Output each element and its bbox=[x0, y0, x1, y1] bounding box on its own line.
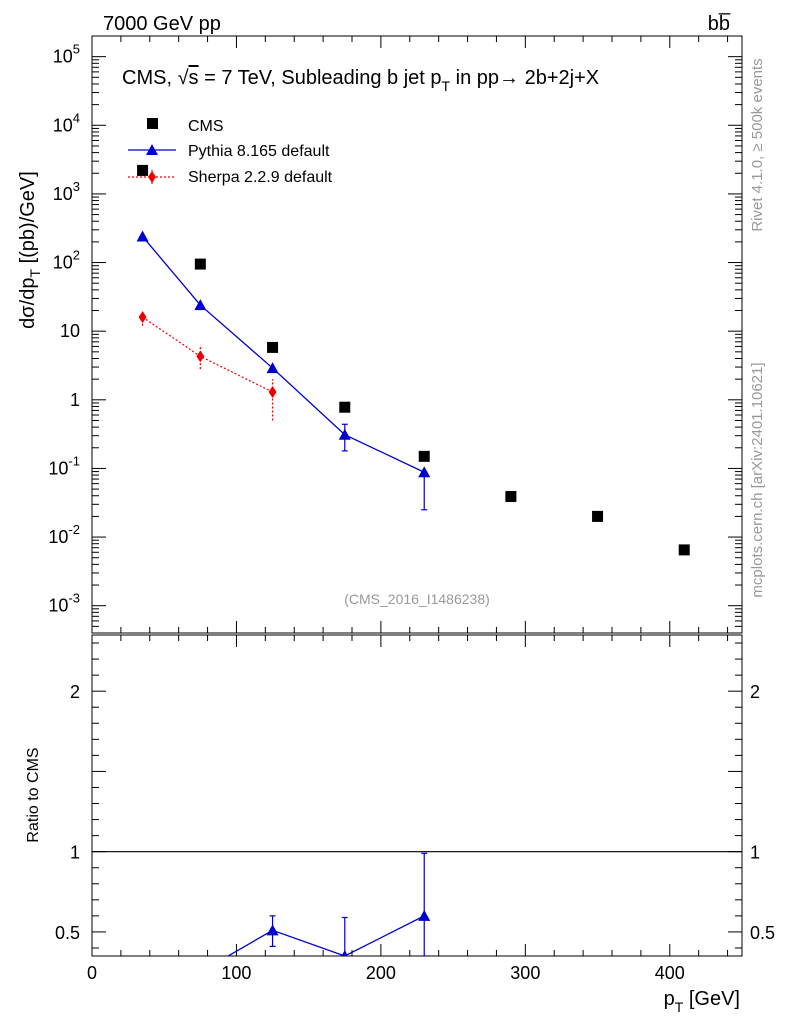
pythia-point bbox=[266, 362, 279, 374]
sherpa-point bbox=[196, 350, 205, 363]
ratio-panel-frame bbox=[91, 634, 743, 957]
legend-pythia-marker bbox=[146, 144, 158, 155]
legend-pythia-label: Pythia 8.165 default bbox=[188, 143, 330, 160]
header-right: bb̅ bbox=[708, 12, 731, 35]
x-tick-label: 0 bbox=[87, 963, 97, 983]
mcplots-label: mcplots.cern.ch [arXiv:2401.10621] bbox=[749, 362, 766, 597]
ratio-pythia-line bbox=[226, 915, 425, 956]
ratio-y-tick-label: 0.5 bbox=[55, 923, 80, 943]
y-tick-label: 104 bbox=[53, 110, 80, 135]
ratio-y-tick-label: 1 bbox=[70, 843, 80, 863]
ratio-data-layer bbox=[194, 852, 431, 977]
legend-cms-label: CMS bbox=[188, 118, 224, 135]
sherpa-line bbox=[142, 316, 273, 393]
ratio-pythia-point bbox=[341, 950, 349, 956]
cms-point bbox=[678, 544, 690, 556]
analysis-id: (CMS_2016_I1486238) bbox=[344, 591, 490, 607]
cms-point bbox=[267, 341, 279, 353]
y-tick-label: 1 bbox=[70, 390, 80, 410]
y-tick-label: 10-1 bbox=[48, 453, 80, 478]
legend-sherpa-label: Sherpa 2.2.9 default bbox=[188, 169, 333, 186]
x-tick-label: 400 bbox=[655, 963, 685, 983]
pythia-point bbox=[338, 428, 351, 440]
y-tick-label: 10-2 bbox=[48, 522, 80, 547]
cms-point bbox=[194, 258, 206, 270]
cms-point bbox=[339, 401, 351, 413]
y-tick-label: 10-3 bbox=[48, 591, 80, 616]
header-left: 7000 GeV pp bbox=[103, 13, 221, 35]
legend-cms-marker bbox=[147, 118, 158, 129]
y-tick-label: 102 bbox=[53, 248, 80, 273]
ratio-tick-labels: 0 100 200 300 400 0.5 0.5 1 1 2 2 bbox=[55, 682, 775, 983]
sherpa-point bbox=[138, 311, 147, 324]
ratio-axis-ticks bbox=[91, 635, 742, 956]
cms-point bbox=[592, 510, 604, 522]
pythia-point bbox=[194, 299, 207, 311]
y-tick-label: 103 bbox=[53, 179, 80, 204]
y-tick-label: 105 bbox=[53, 42, 80, 67]
cms-point bbox=[137, 164, 149, 176]
ratio-series-group bbox=[194, 852, 431, 977]
ratio-pythia-point bbox=[194, 966, 206, 977]
legend: CMS Pythia 8.165 default Sherpa 2.2.9 de… bbox=[128, 118, 333, 186]
cms-point bbox=[505, 490, 517, 502]
main-y-tick-labels: 10-3 10-2 10-1 1 10 102 103 104 105 bbox=[48, 42, 80, 616]
sherpa-point bbox=[268, 385, 277, 398]
x-tick-label: 100 bbox=[221, 963, 251, 983]
x-axis-label: pT [GeV] bbox=[664, 988, 740, 1015]
main-axis-ticks bbox=[91, 35, 742, 634]
y-tick-label: 10 bbox=[60, 321, 80, 341]
ratio-pythia-point bbox=[266, 924, 279, 936]
main-y-axis-label: dσ/dpT [(pb)/GeV] bbox=[17, 171, 43, 329]
pythia-line bbox=[142, 236, 425, 473]
legend-sherpa-marker bbox=[148, 171, 156, 183]
ratio-y-axis-label: Ratio to CMS bbox=[25, 747, 42, 842]
x-tick-label: 200 bbox=[366, 963, 396, 983]
ratio-y-tick-label-right: 2 bbox=[750, 682, 760, 702]
pythia-point bbox=[418, 466, 431, 478]
ratio-y-tick-label-right: 0.5 bbox=[750, 923, 775, 943]
rivet-label: Rivet 4.1.0, ≥ 500k events bbox=[749, 58, 766, 231]
plot-title: CMS, √s = 7 TeV, Subleading b jet pT in … bbox=[122, 67, 599, 94]
pythia-point bbox=[136, 230, 149, 242]
main-data-layer bbox=[136, 164, 690, 556]
x-tick-label: 300 bbox=[510, 963, 540, 983]
ratio-pythia-point bbox=[418, 909, 431, 921]
ratio-y-tick-label: 2 bbox=[70, 682, 80, 702]
cms-point bbox=[418, 450, 430, 462]
ratio-y-tick-label-right: 1 bbox=[750, 843, 760, 863]
